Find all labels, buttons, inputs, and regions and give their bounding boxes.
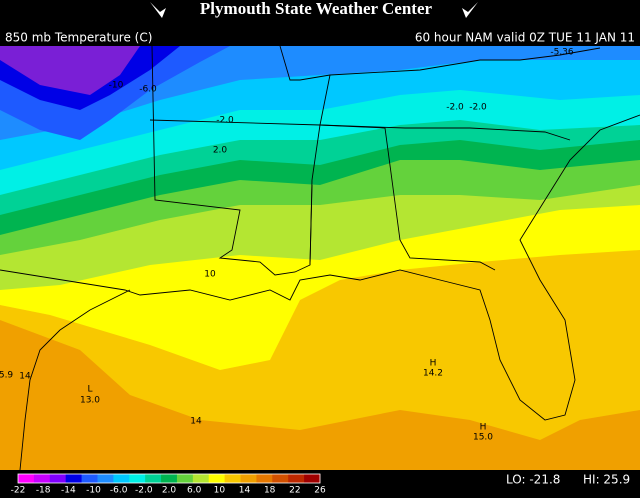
legend-swatch: [81, 474, 98, 483]
legend-swatch: [49, 474, 67, 483]
legend-label: 14: [239, 486, 251, 496]
legend-label: 22: [289, 486, 300, 496]
contour-labels: -10 -6.0-2.02.0101413.0L1414.2H15.0H-5.36…: [0, 48, 574, 443]
contour-label: 15.0: [473, 433, 493, 443]
legend-swatch: [113, 474, 130, 483]
legend-swatch: [192, 474, 210, 483]
legend-swatch: [65, 474, 83, 483]
legend-label: -14: [61, 486, 76, 496]
high-value: HI: 25.9: [583, 473, 630, 487]
logo-left: [150, 2, 166, 18]
legend-frame: [17, 473, 321, 484]
legend-swatch: [33, 474, 51, 483]
legend-swatch: [145, 474, 162, 483]
legend-label: 26: [314, 486, 326, 496]
borders: [0, 45, 640, 471]
temperature-band: [0, 46, 140, 95]
contour-label: L: [87, 385, 92, 395]
contour-label: 10: [204, 270, 216, 280]
legend: -22 -18 -14 -10 -6.0 -2.0 2.0 6.0 10 14 18 22 26: [11, 473, 326, 496]
legend-label: -6.0: [110, 486, 128, 496]
legend-label: -18: [36, 486, 51, 496]
contour-label: 5.9: [0, 371, 13, 381]
legend-swatch: [256, 474, 273, 483]
legend-swatch: [208, 474, 226, 483]
low-value: LO: -21.8: [506, 473, 560, 487]
field-name: 850 mb Temperature (C): [5, 31, 152, 45]
contour-label: -5.36: [550, 48, 574, 58]
contour-label: 14.2: [423, 369, 443, 379]
legend-label: -22: [11, 486, 26, 496]
legend-swatch: [161, 474, 178, 483]
state-line: [151, 45, 331, 276]
contour-label: -2.0: [216, 116, 234, 126]
state-line: [149, 119, 571, 141]
state-line: [279, 45, 601, 81]
logo-right: [462, 2, 478, 18]
coastline: [0, 114, 640, 421]
contour-label: 13.0: [80, 396, 100, 406]
coastline: [19, 289, 131, 471]
legend-swatch: [240, 474, 257, 483]
legend-swatch: [288, 474, 305, 483]
legend-swatch: [224, 474, 242, 483]
contour-label: -10: [109, 81, 124, 91]
site-title: Plymouth State Weather Center: [200, 0, 433, 18]
contour-label: -2.0: [446, 103, 464, 113]
legend-label: 2.0: [162, 486, 177, 496]
contour-label: H: [430, 359, 437, 369]
map: [0, 46, 640, 470]
contour-label: -2.0: [469, 103, 487, 113]
legend-label: -2.0: [135, 486, 153, 496]
contour-label: 14: [19, 372, 31, 382]
legend-swatch: [129, 474, 146, 483]
legend-label: 10: [214, 486, 226, 496]
contour-label: -6.0: [139, 85, 157, 95]
legend-swatch: [272, 474, 289, 483]
legend-swatch: [304, 474, 321, 483]
legend-swatch: [97, 474, 114, 483]
valid-time: 60 hour NAM valid 0Z TUE 11 JAN 11: [415, 31, 635, 45]
contour-label: 2.0: [213, 146, 228, 156]
contour-label: 14: [190, 417, 202, 427]
legend-swatch: [18, 474, 35, 483]
legend-swatch: [176, 474, 194, 483]
state-line: [309, 124, 496, 271]
legend-label: 18: [264, 486, 276, 496]
legend-label: 6.0: [187, 486, 202, 496]
legend-label: -10: [86, 486, 101, 496]
contour-label: H: [480, 423, 487, 433]
